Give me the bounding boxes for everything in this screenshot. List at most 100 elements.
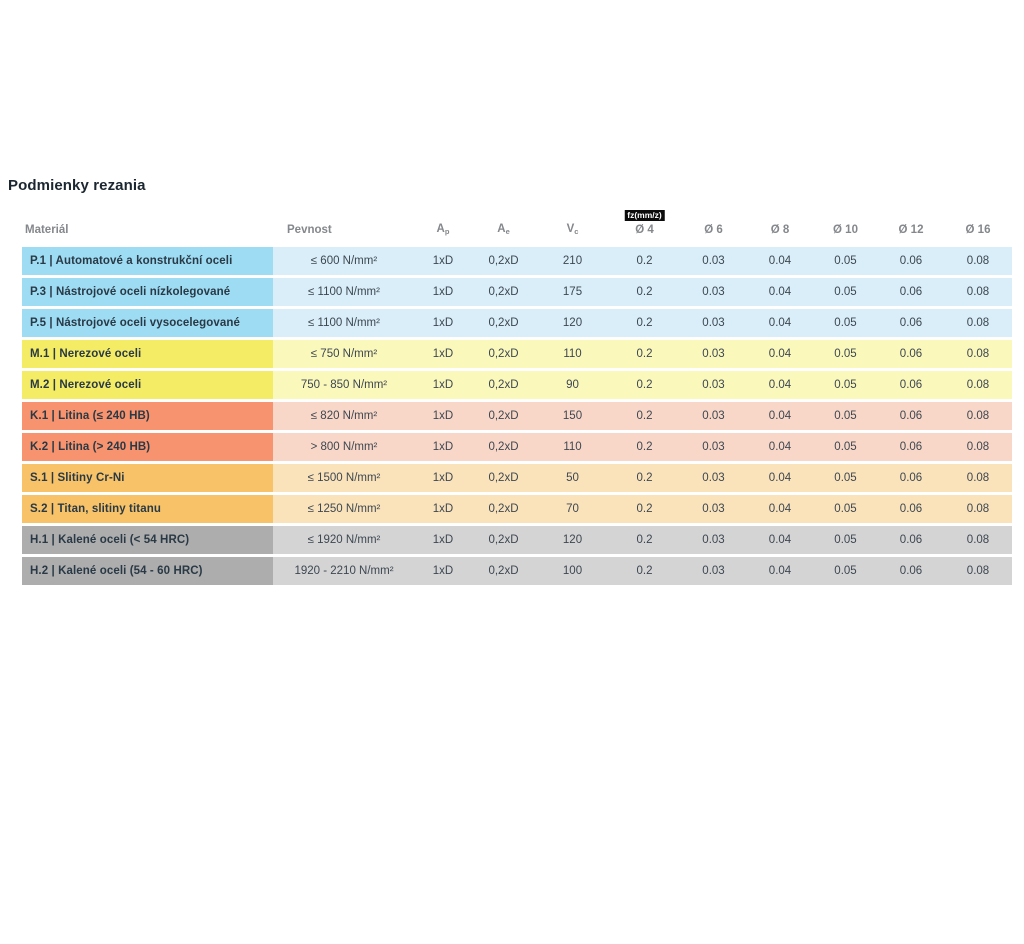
fz-d6-cell: 0.03 (702, 379, 725, 391)
vc-cell: 150 (562, 410, 583, 422)
ae-cell: 0,2xD (488, 286, 519, 298)
fz-d16-cell: 0.08 (966, 441, 990, 453)
ap-subscript: p (444, 227, 450, 236)
fz-d10-cell: 0.05 (834, 503, 857, 515)
fz-d8-cell: 0.04 (768, 441, 792, 453)
ap-cell: 1xD (432, 348, 454, 360)
table-row: P.1 | Automatové a konstrukční oceli ≤ 6… (22, 247, 1012, 275)
vc-cell: 110 (563, 441, 582, 453)
fz-d10-cell: 0.05 (834, 255, 857, 267)
fz-d4-cell: 0.2 (636, 410, 653, 422)
table-row: K.2 | Litina (> 240 HB) > 800 N/mm² 1xD … (22, 433, 1012, 461)
fz-d10-cell: 0.05 (834, 379, 857, 391)
pevnost-cell: 750 - 850 N/mm² (300, 379, 388, 391)
ae-cell: 0,2xD (488, 348, 519, 360)
col-header-pevnost: Pevnost (287, 224, 332, 236)
material-cell: K.2 | Litina (> 240 HB) (22, 433, 273, 461)
fz-d16-cell: 0.08 (966, 503, 990, 515)
fz-d12-cell: 0.06 (899, 410, 923, 422)
table-row: P.5 | Nástrojové oceli vysocelegované ≤ … (22, 309, 1012, 337)
vc-subscript: c (574, 227, 579, 236)
fz-d8-cell: 0.04 (768, 534, 792, 546)
vc-cell: 100 (562, 565, 583, 577)
material-cell: H.1 | Kalené oceli (< 54 HRC) (22, 526, 273, 554)
fz-d10-cell: 0.05 (834, 410, 857, 422)
pevnost-cell: ≤ 750 N/mm² (310, 348, 378, 360)
fz-d12-cell: 0.06 (899, 441, 923, 453)
fz-d4-cell: 0.2 (636, 379, 653, 391)
ap-cell: 1xD (432, 441, 454, 453)
fz-d4-cell: 0.2 (636, 565, 653, 577)
fz-d4-cell: 0.2 (636, 348, 653, 360)
fz-d16-cell: 0.08 (966, 472, 990, 484)
fz-d6-cell: 0.03 (702, 255, 725, 267)
fz-d4-cell: 0.2 (636, 255, 653, 267)
vc-cell: 210 (562, 255, 583, 267)
fz-d8-cell: 0.04 (768, 255, 792, 267)
table-row: M.1 | Nerezové oceli ≤ 750 N/mm² 1xD 0,2… (22, 340, 1012, 368)
material-cell: S.2 | Titan, slitiny titanu (22, 495, 273, 523)
fz-d8-cell: 0.04 (768, 410, 792, 422)
ae-cell: 0,2xD (488, 379, 519, 391)
col-header-d16: Ø 16 (965, 224, 991, 236)
col-header-ap: Ap (415, 223, 471, 238)
fz-d8-cell: 0.04 (768, 503, 792, 515)
fz-d4-cell: 0.2 (636, 472, 653, 484)
cutting-conditions-table: Materiál Pevnost Ap Ae Vc fz(mm/z) Ø 4 Ø… (22, 204, 1012, 585)
material-cell: M.1 | Nerezové oceli (22, 340, 273, 368)
material-cell: P.5 | Nástrojové oceli vysocelegované (22, 309, 273, 337)
material-cell: S.1 | Slitiny Cr-Ni (22, 464, 273, 492)
fz-d10-cell: 0.05 (834, 317, 857, 329)
fz-d6-cell: 0.03 (702, 348, 725, 360)
col-header-ae: Ae (471, 223, 536, 238)
page-title: Podmienky rezania (8, 177, 146, 194)
ae-symbol: A (497, 223, 506, 235)
ae-cell: 0,2xD (488, 410, 519, 422)
vc-cell: 50 (566, 472, 579, 484)
fz-d12-cell: 0.06 (899, 286, 923, 298)
fz-d6-cell: 0.03 (702, 534, 725, 546)
fz-d8-cell: 0.04 (768, 286, 792, 298)
fz-unit-badge: fz(mm/z) (624, 210, 665, 221)
ap-cell: 1xD (432, 255, 454, 267)
fz-d4-cell: 0.2 (636, 534, 653, 546)
material-cell: M.2 | Nerezové oceli (22, 371, 273, 399)
vc-cell: 110 (563, 348, 582, 360)
fz-d12-cell: 0.06 (899, 534, 923, 546)
ap-cell: 1xD (432, 503, 454, 515)
ap-cell: 1xD (432, 286, 454, 298)
ae-cell: 0,2xD (488, 534, 519, 546)
material-cell: K.1 | Litina (≤ 240 HB) (22, 402, 273, 430)
ae-cell: 0,2xD (488, 565, 519, 577)
fz-d4-cell: 0.2 (636, 503, 653, 515)
fz-d12-cell: 0.06 (899, 472, 923, 484)
ae-cell: 0,2xD (488, 441, 519, 453)
ap-cell: 1xD (432, 379, 454, 391)
fz-d10-cell: 0.05 (834, 472, 857, 484)
ae-subscript: e (505, 227, 510, 236)
pevnost-cell: ≤ 1100 N/mm² (308, 317, 380, 329)
vc-symbol: V (566, 223, 575, 235)
fz-d6-cell: 0.03 (702, 317, 725, 329)
material-cell: P.3 | Nástrojové oceli nízkolegované (22, 278, 273, 306)
fz-d12-cell: 0.06 (899, 565, 923, 577)
vc-cell: 120 (562, 317, 583, 329)
table-row: S.2 | Titan, slitiny titanu ≤ 1250 N/mm²… (22, 495, 1012, 523)
table-row: S.1 | Slitiny Cr-Ni ≤ 1500 N/mm² 1xD 0,2… (22, 464, 1012, 492)
fz-d12-cell: 0.06 (899, 348, 923, 360)
fz-d16-cell: 0.08 (966, 410, 990, 422)
fz-d16-cell: 0.08 (966, 379, 990, 391)
ap-cell: 1xD (432, 317, 454, 329)
fz-d12-cell: 0.06 (899, 379, 923, 391)
pevnost-cell: ≤ 1500 N/mm² (307, 472, 381, 484)
table-row: M.2 | Nerezové oceli 750 - 850 N/mm² 1xD… (22, 371, 1012, 399)
pevnost-cell: ≤ 1250 N/mm² (307, 503, 381, 515)
fz-d12-cell: 0.06 (899, 317, 923, 329)
fz-d6-cell: 0.03 (702, 503, 725, 515)
table-row: P.3 | Nástrojové oceli nízkolegované ≤ 1… (22, 278, 1012, 306)
material-cell: P.1 | Automatové a konstrukční oceli (22, 247, 273, 275)
vc-cell: 70 (566, 503, 579, 515)
vc-cell: 175 (562, 286, 583, 298)
fz-d4-cell: 0.2 (636, 317, 653, 329)
ap-symbol: A (436, 223, 445, 235)
